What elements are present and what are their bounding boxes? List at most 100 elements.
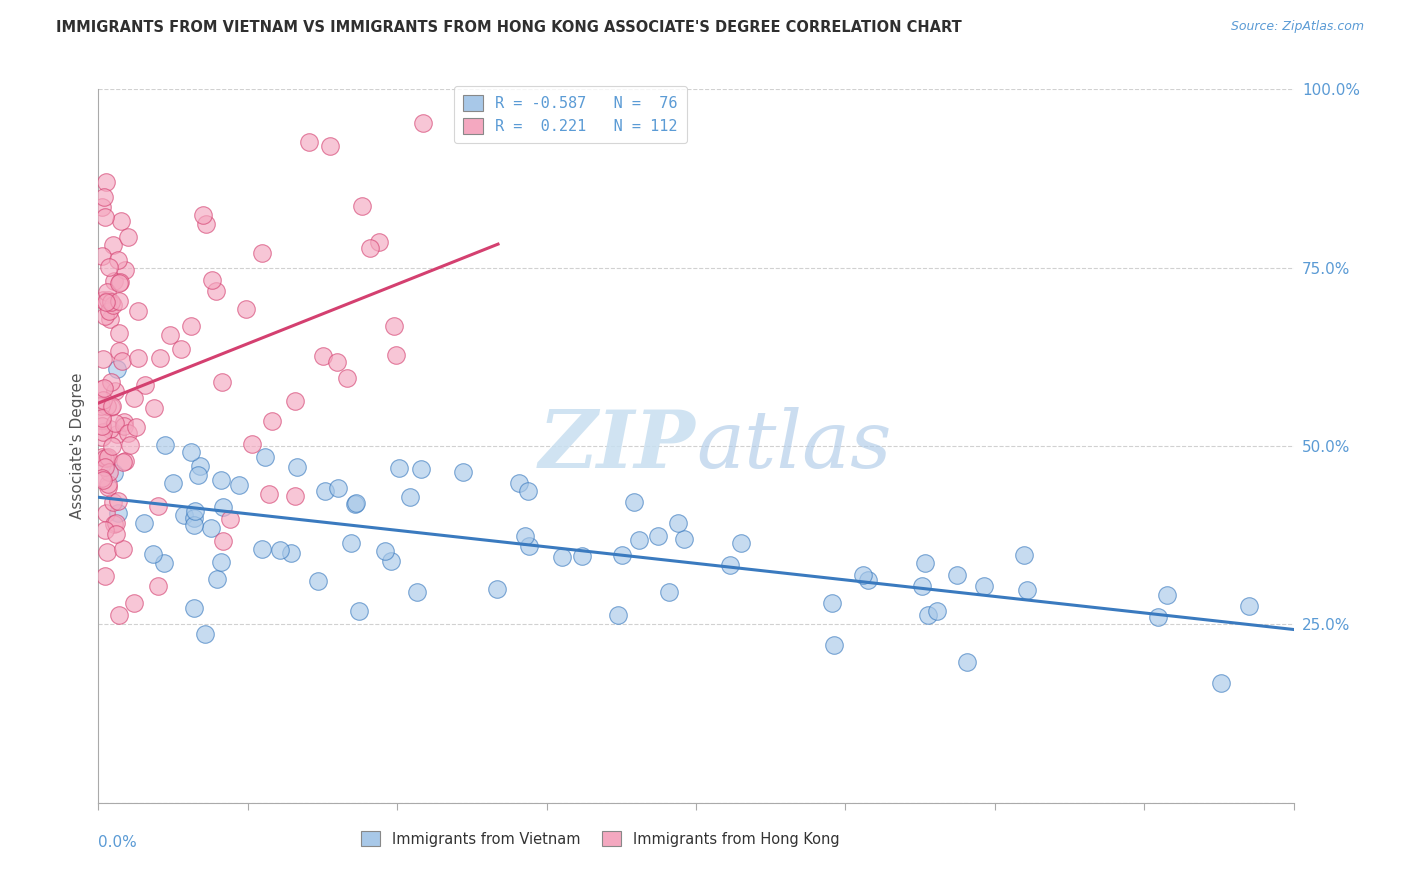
Point bbox=[107, 343, 129, 358]
Point bbox=[107, 494, 129, 508]
Point bbox=[112, 455, 135, 469]
Point bbox=[191, 208, 214, 222]
Point bbox=[380, 553, 402, 567]
Point bbox=[94, 460, 117, 475]
Point bbox=[112, 542, 135, 557]
Point bbox=[90, 419, 112, 434]
Point bbox=[91, 249, 114, 263]
Point bbox=[211, 500, 233, 515]
Point bbox=[513, 529, 536, 543]
Point bbox=[314, 483, 336, 498]
Point bbox=[117, 426, 139, 441]
Point bbox=[956, 655, 979, 669]
Point bbox=[110, 275, 132, 289]
Point bbox=[180, 318, 202, 333]
Point bbox=[250, 542, 273, 557]
Point bbox=[93, 293, 115, 308]
Point bbox=[666, 516, 689, 530]
Point bbox=[120, 438, 142, 452]
Point bbox=[856, 573, 879, 587]
Point bbox=[307, 574, 329, 588]
Point bbox=[571, 549, 593, 564]
Point bbox=[111, 353, 134, 368]
Point bbox=[107, 507, 129, 521]
Point bbox=[212, 534, 235, 549]
Point bbox=[200, 521, 222, 535]
Point bbox=[284, 489, 307, 503]
Point bbox=[411, 461, 433, 475]
Point bbox=[107, 326, 129, 340]
Point bbox=[1237, 599, 1260, 613]
Point bbox=[159, 327, 181, 342]
Point bbox=[90, 450, 112, 464]
Point bbox=[517, 539, 540, 553]
Point bbox=[117, 230, 139, 244]
Point bbox=[623, 495, 645, 509]
Point bbox=[93, 309, 115, 323]
Point bbox=[312, 349, 335, 363]
Point bbox=[97, 477, 120, 491]
Point bbox=[280, 546, 302, 560]
Point bbox=[100, 294, 122, 309]
Point bbox=[325, 355, 347, 369]
Point bbox=[98, 311, 121, 326]
Point bbox=[108, 293, 131, 308]
Point bbox=[384, 349, 406, 363]
Point bbox=[1156, 588, 1178, 602]
Point bbox=[127, 304, 149, 318]
Point bbox=[93, 190, 115, 204]
Point bbox=[209, 555, 232, 569]
Text: atlas: atlas bbox=[696, 408, 891, 484]
Point bbox=[91, 474, 114, 488]
Point bbox=[658, 585, 681, 599]
Point bbox=[90, 471, 112, 485]
Point bbox=[925, 604, 948, 618]
Point bbox=[340, 536, 363, 550]
Point bbox=[101, 440, 124, 454]
Point bbox=[508, 476, 530, 491]
Point bbox=[269, 542, 291, 557]
Point bbox=[105, 427, 128, 442]
Point bbox=[94, 450, 117, 465]
Point bbox=[169, 342, 191, 356]
Point bbox=[146, 499, 169, 513]
Point bbox=[107, 252, 129, 267]
Point bbox=[412, 116, 434, 130]
Point bbox=[183, 517, 205, 532]
Point bbox=[405, 585, 427, 599]
Point bbox=[284, 394, 307, 409]
Point bbox=[218, 511, 240, 525]
Point bbox=[97, 480, 120, 494]
Point bbox=[946, 567, 969, 582]
Point bbox=[205, 285, 228, 299]
Text: Source: ZipAtlas.com: Source: ZipAtlas.com bbox=[1230, 20, 1364, 33]
Point bbox=[97, 260, 120, 274]
Point bbox=[108, 277, 131, 291]
Point bbox=[98, 465, 121, 479]
Point bbox=[105, 361, 128, 376]
Point bbox=[90, 382, 112, 396]
Point bbox=[187, 467, 209, 482]
Point bbox=[91, 200, 114, 214]
Text: ZIP: ZIP bbox=[538, 408, 696, 484]
Point bbox=[100, 421, 122, 435]
Point bbox=[627, 533, 650, 548]
Point bbox=[114, 453, 136, 467]
Point bbox=[100, 400, 122, 414]
Point bbox=[101, 297, 124, 311]
Point bbox=[153, 438, 176, 452]
Point bbox=[127, 351, 149, 366]
Point bbox=[91, 430, 114, 444]
Point bbox=[91, 410, 114, 425]
Point bbox=[148, 351, 170, 365]
Point bbox=[180, 445, 202, 459]
Point bbox=[112, 418, 135, 433]
Point bbox=[318, 139, 340, 153]
Point bbox=[344, 496, 367, 510]
Point bbox=[100, 375, 122, 389]
Point bbox=[96, 285, 118, 299]
Point bbox=[201, 272, 224, 286]
Text: IMMIGRANTS FROM VIETNAM VS IMMIGRANTS FROM HONG KONG ASSOCIATE'S DEGREE CORRELAT: IMMIGRANTS FROM VIETNAM VS IMMIGRANTS FR… bbox=[56, 20, 962, 35]
Point bbox=[718, 558, 741, 573]
Point bbox=[1017, 582, 1039, 597]
